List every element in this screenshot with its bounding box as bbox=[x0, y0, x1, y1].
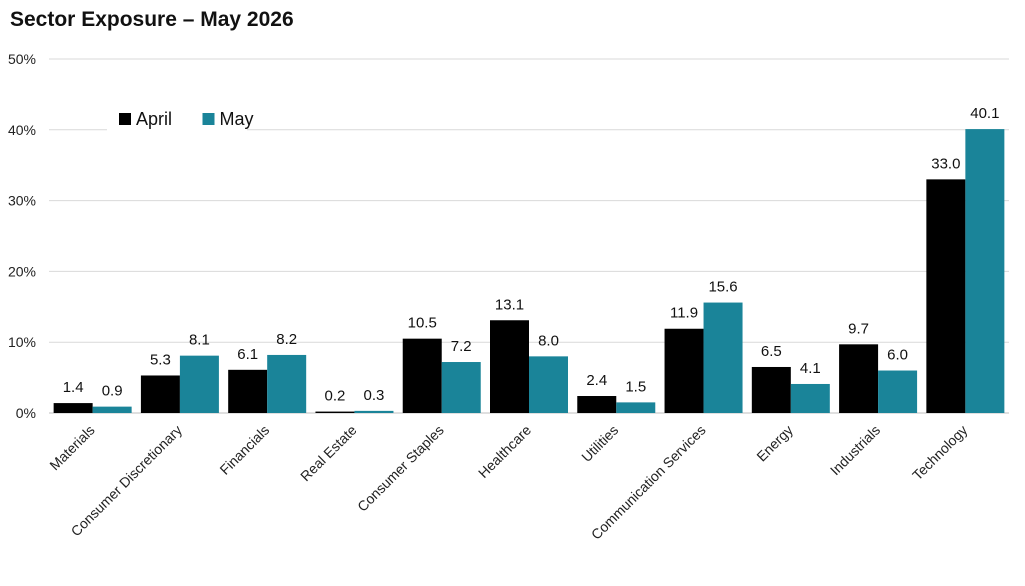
data-label-april-utilities: 2.4 bbox=[586, 372, 607, 389]
bar-may-materials bbox=[92, 406, 132, 413]
bar-may-financials bbox=[267, 354, 307, 413]
data-label-may-consumer-staples: 7.2 bbox=[451, 338, 472, 355]
data-label-april-consumer-discretionary: 5.3 bbox=[150, 351, 171, 368]
legend-swatch-april bbox=[119, 113, 131, 125]
data-label-april-technology: 33.0 bbox=[931, 155, 960, 172]
chart-title: Sector Exposure – May 2026 bbox=[10, 8, 294, 31]
data-label-april-materials: 1.4 bbox=[63, 379, 84, 396]
x-tick-label-materials: Materials bbox=[46, 422, 97, 473]
bar-may-industrials bbox=[878, 370, 918, 413]
data-labels: 1.4 0.9 5.3 8.1 6.1 8.2 0.2 0.3 10.5 7.2 13.1 8.0 2.… bbox=[63, 105, 1000, 404]
y-axis: 0% 10% 20% 30% 40% 50% bbox=[8, 51, 36, 421]
data-label-may-communication-services: 15.6 bbox=[708, 279, 737, 296]
legend: April May bbox=[107, 107, 254, 133]
data-label-april-industrials: 9.7 bbox=[848, 320, 869, 337]
bar-april-healthcare bbox=[490, 320, 529, 413]
y-tick-label: 20% bbox=[8, 263, 36, 279]
y-tick-label: 50% bbox=[8, 51, 36, 67]
bar-april-utilities bbox=[577, 396, 617, 413]
bar-april-real-estate bbox=[315, 411, 355, 413]
bar-may-communication-services bbox=[703, 302, 743, 413]
y-tick-label: 30% bbox=[8, 193, 36, 209]
data-label-may-consumer-discretionary: 8.1 bbox=[189, 332, 210, 349]
bar-may-utilities bbox=[616, 402, 656, 413]
bar-may-consumer-staples bbox=[441, 362, 481, 413]
x-tick-label-technology: Technology bbox=[909, 422, 970, 483]
data-label-may-industrials: 6.0 bbox=[887, 347, 908, 364]
bar-april-financials bbox=[228, 369, 268, 413]
bars bbox=[53, 129, 1005, 414]
bar-april-consumer-staples bbox=[402, 338, 442, 413]
y-tick-label: 10% bbox=[8, 334, 36, 350]
bar-may-healthcare bbox=[529, 356, 568, 413]
bar-april-energy bbox=[751, 366, 791, 413]
bar-april-technology bbox=[926, 179, 966, 413]
bar-may-technology bbox=[965, 129, 1005, 414]
x-tick-label-financials: Financials bbox=[216, 422, 272, 478]
y-tick-label: 40% bbox=[8, 122, 36, 138]
bar-may-consumer-discretionary bbox=[179, 355, 219, 413]
legend-label-april: April bbox=[136, 109, 172, 129]
x-tick-label-consumer-staples: Consumer Staples bbox=[354, 422, 447, 515]
bar-april-industrials bbox=[839, 344, 879, 413]
y-tick-label: 0% bbox=[16, 405, 36, 421]
x-tick-label-energy: Energy bbox=[753, 422, 796, 465]
data-label-may-technology: 40.1 bbox=[970, 105, 999, 122]
data-label-may-utilities: 1.5 bbox=[625, 378, 646, 395]
x-tick-label-healthcare: Healthcare bbox=[475, 422, 534, 481]
data-label-april-financials: 6.1 bbox=[237, 346, 258, 363]
data-label-april-communication-services: 11.9 bbox=[670, 305, 698, 322]
data-label-april-healthcare: 13.1 bbox=[495, 296, 524, 313]
data-label-april-consumer-staples: 10.5 bbox=[408, 315, 437, 332]
bar-april-consumer-discretionary bbox=[140, 375, 180, 413]
legend-label-may: May bbox=[220, 109, 254, 129]
data-label-may-financials: 8.2 bbox=[276, 331, 297, 348]
data-label-april-energy: 6.5 bbox=[761, 343, 782, 360]
data-label-may-real-estate: 0.3 bbox=[364, 387, 385, 404]
x-tick-label-industrials: Industrials bbox=[827, 422, 883, 478]
data-label-may-energy: 4.1 bbox=[800, 360, 821, 377]
x-tick-label-utilities: Utilities bbox=[578, 422, 621, 465]
bar-may-real-estate bbox=[354, 410, 394, 413]
legend-swatch-may bbox=[202, 113, 215, 125]
data-label-april-real-estate: 0.2 bbox=[325, 388, 346, 405]
data-label-may-materials: 0.9 bbox=[102, 383, 123, 400]
bar-april-communication-services bbox=[664, 328, 704, 413]
bar-april-materials bbox=[53, 403, 93, 413]
bar-may-energy bbox=[790, 383, 830, 413]
x-tick-label-real-estate: Real Estate bbox=[297, 422, 360, 485]
data-label-may-healthcare: 8.0 bbox=[538, 332, 559, 349]
